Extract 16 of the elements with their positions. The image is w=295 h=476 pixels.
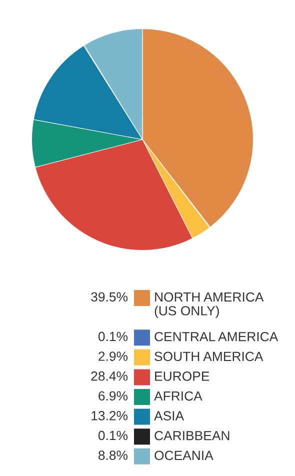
data-label: 6.9% [98,391,128,401]
data-label: 28.4% [91,371,128,381]
legend-label: NORTH AMERICA (US ONLY) [154,292,264,318]
data-label: 8.8% [98,450,128,460]
legend-label: AFRICA [154,391,202,401]
data-label: 2.9% [98,352,128,361]
legend-label: ASIA [154,411,184,420]
legend-label: CENTRAL AMERICA [154,332,278,342]
legend-label: CARIBBEAN [154,430,230,440]
data-label: 13.2% [92,411,128,420]
data-label: 0.1% [98,430,128,440]
data-label: 39.5% [91,292,128,302]
data-label: 0.1% [98,332,128,342]
legend-label: SOUTH AMERICA [154,352,264,362]
legend-label: OCEANIA [154,450,214,460]
legend-label: EUROPE [155,372,210,381]
